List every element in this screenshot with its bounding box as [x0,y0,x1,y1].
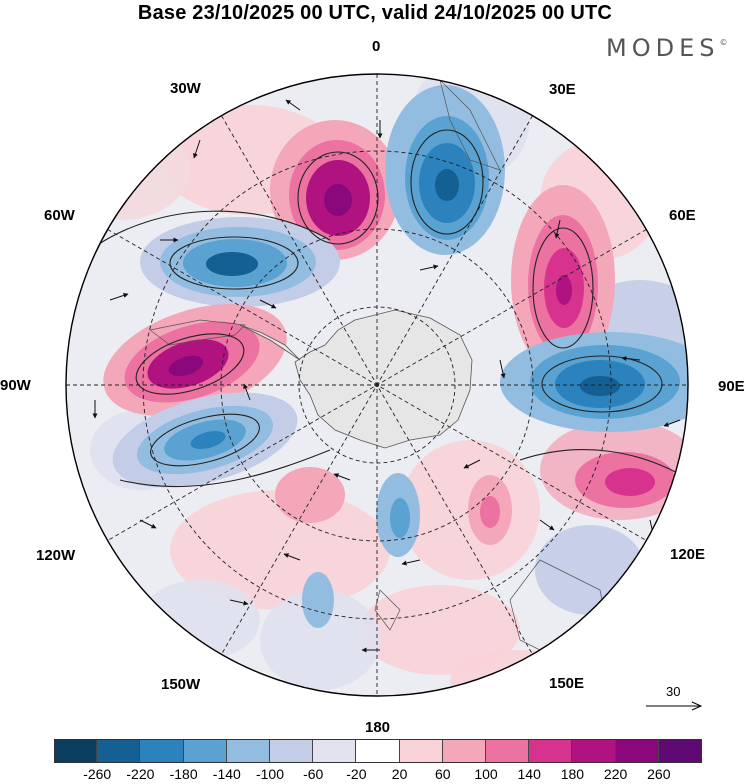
lon-label-120e: 120E [670,546,706,563]
colorbar-cell [54,739,98,763]
reference-arrow-icon [646,701,703,711]
colorbar-cell [313,739,357,763]
anomaly-field [66,74,688,696]
colorbar-cell [97,739,141,763]
map-border [65,73,689,697]
vector-reference: 30 [644,684,704,714]
chart-title: Base 23/10/2025 00 UTC, valid 24/10/2025… [137,2,613,24]
lon-label-30e: 30E [549,81,576,98]
colorbar-labels: -260 -220 -180 -140 -100 -60 -20 20 60 100 140 180 2… [54,766,702,784]
colorbar-tick-label: -260 [83,766,112,782]
colorbar-tick-label: 60 [435,766,451,782]
colorbar-cell [356,739,400,763]
lon-label-120w: 120W [36,547,76,564]
colorbar-cell [615,739,659,763]
lon-label-90w: 90W [0,377,31,394]
lon-label-90e: 90E [718,378,745,395]
colorbar-cell [486,739,530,763]
colorbar-cell [658,739,703,763]
lon-label-180: 180 [365,719,391,736]
colorbar-cell [183,739,227,763]
colorbar-tick-label: 180 [560,766,585,782]
lon-label-0: 0 [372,38,381,55]
colorbar-tick-label: -220 [126,766,155,782]
vector-reference-label: 30 [666,684,681,699]
lon-label-60w: 60W [44,207,75,224]
colorbar-tick-label: -20 [346,766,367,782]
colorbar-tick-label: 100 [474,766,498,782]
colorbar-cell [529,739,573,763]
colorbar-tick-label: -100 [255,766,285,782]
colorbar-tick-label: 140 [517,766,541,782]
brand-copyright-mark: © [719,38,728,47]
colorbar-cell [226,739,271,763]
colorbar-tick-label: -140 [212,766,241,782]
colorbar [54,739,703,763]
wind-contours [89,129,688,488]
lon-label-150w: 150W [161,676,201,693]
brand-name: MODES [606,34,720,62]
colorbar-cell [442,739,487,763]
colorbar-cell [140,739,184,763]
lon-label-150e: 150E [549,675,585,692]
colorbar-tick-label: 260 [647,766,671,782]
colorbar-cell [270,739,314,763]
colorbar-tick-label: 220 [603,766,628,782]
lon-label-30w: 30W [170,80,201,97]
colorbar-tick-label: -180 [169,766,198,782]
modes-logo: MODES© [606,34,727,62]
colorbar-tick-label: -60 [303,766,324,782]
antarctica-landmass [294,309,473,449]
colorbar-cell [572,739,616,763]
colorbar-tick-label: 20 [391,766,408,782]
lon-label-60e: 60E [669,207,696,224]
colorbar-cell [399,739,443,763]
